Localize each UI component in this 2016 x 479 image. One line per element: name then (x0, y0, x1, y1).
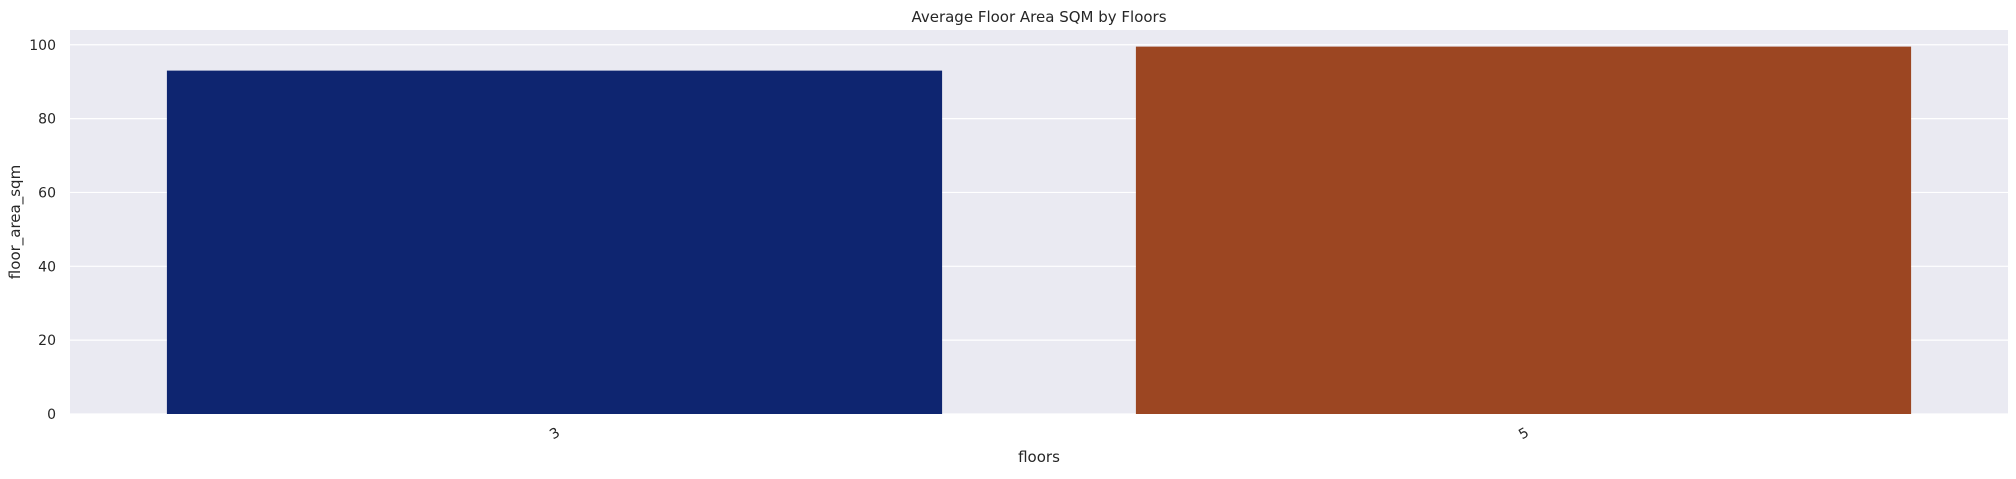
x-tick-label: 3 (547, 425, 563, 443)
y-tick-label: 60 (38, 185, 56, 201)
chart-title: Average Floor Area SQM by Floors (911, 8, 1166, 26)
y-tick-label: 20 (38, 333, 56, 349)
bars (166, 46, 1912, 414)
x-tick-label: 5 (1516, 425, 1532, 443)
bar-floors-5 (1135, 46, 1912, 414)
y-tick-label: 100 (29, 38, 56, 54)
y-tick-label: 80 (38, 112, 56, 128)
bar-floors-3 (166, 70, 943, 414)
x-axis-label: floors (1018, 448, 1060, 466)
y-axis-ticks: 0 20 40 60 80 100 (29, 38, 56, 423)
y-axis-label: floor_area_sqm (6, 165, 25, 279)
y-tick-label: 40 (38, 259, 56, 275)
y-tick-label: 0 (47, 407, 56, 423)
